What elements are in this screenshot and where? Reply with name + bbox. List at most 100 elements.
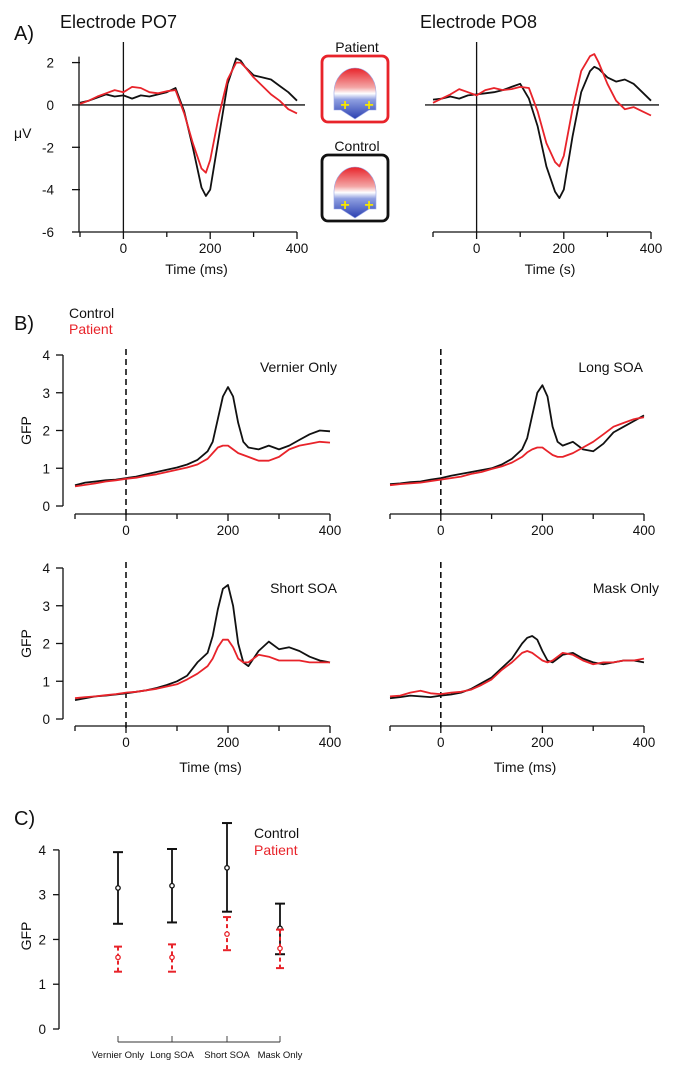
y-tick-label: 3: [42, 599, 50, 614]
series-patient-line: [74, 440, 331, 488]
series-patient-line: [389, 416, 645, 487]
chart-b2: 0 200 400 Long SOA: [389, 349, 656, 538]
y-tick-label: -4: [42, 183, 54, 198]
series-patient-line: [79, 61, 298, 174]
x-tick-label: 0: [473, 241, 481, 256]
series-control-line: [389, 384, 645, 485]
x-tick-label: 0: [437, 523, 445, 538]
x-axis-title: Time (ms): [179, 759, 241, 775]
y-tick-label: 1: [42, 461, 50, 476]
topo-control-electrode-right: +: [364, 197, 373, 214]
x-tick-label: 0: [120, 241, 128, 256]
y-tick-label: 3: [38, 888, 46, 903]
y-tick-label: 4: [42, 348, 50, 363]
category-label: Mask Only: [258, 1050, 303, 1061]
x-axis-title: Time (ms): [165, 261, 227, 277]
x-tick-label: 200: [199, 241, 222, 256]
y-tick-label: 0: [42, 499, 50, 514]
mean-point-control: [224, 864, 230, 871]
mean-point-patient: [224, 931, 230, 937]
x-tick-label: 400: [319, 735, 342, 750]
series-patient-line: [389, 650, 645, 698]
y-tick-label: 2: [42, 637, 50, 652]
chart-title: Long SOA: [578, 359, 643, 375]
series-control-line: [74, 386, 331, 487]
topo-patient-head: [333, 67, 377, 120]
chart-a1-ylabel: μV: [14, 125, 32, 141]
series-control-line: [432, 65, 652, 199]
chart-a2: 0 200 400 Time (s): [425, 42, 662, 277]
chart-b4: 0 200 400 Time (ms) Mask Only: [389, 562, 659, 775]
x-tick-label: 200: [531, 523, 554, 538]
chart-b3: 0 200 400 Time (ms) 0 1 2 3 4 GFP Short SOA: [18, 561, 341, 775]
topo-patient-label: Patient: [335, 39, 379, 55]
x-tick-label: 400: [640, 241, 663, 256]
topo-control: Control + +: [320, 138, 390, 223]
y-tick-label: 3: [42, 386, 50, 401]
y-tick-label: -6: [42, 225, 54, 240]
chart-title: Short SOA: [270, 580, 338, 596]
topo-control-electrode-left: +: [340, 197, 349, 214]
y-axis-title: GFP: [18, 922, 34, 951]
x-tick-label: 400: [286, 241, 309, 256]
x-axis-title: Time (s): [525, 261, 576, 277]
y-tick-label: 2: [38, 932, 46, 947]
mean-point-control: [169, 882, 175, 889]
mean-point-patient: [277, 945, 283, 952]
y-tick-label: 4: [38, 843, 46, 858]
legend-b-control: Control: [69, 305, 114, 321]
chart-b1: 0 200 400 0 1 2 3 4 GFP Vernier Only: [18, 348, 341, 538]
x-axis-title: Time (ms): [494, 759, 556, 775]
x-tick-label: 0: [122, 523, 130, 538]
legend-c-control: Control: [254, 825, 299, 841]
topo-patient-electrode-right: +: [364, 97, 373, 114]
y-axis-title: GFP: [18, 629, 34, 658]
topo-patient: Patient + +: [320, 39, 390, 124]
y-tick-label: 2: [42, 424, 50, 439]
chart-a2-title: Electrode PO8: [420, 12, 537, 32]
y-axis-title: GFP: [18, 416, 34, 445]
x-tick-label: 0: [122, 735, 130, 750]
chart-title: Mask Only: [593, 580, 659, 596]
chart-title: Vernier Only: [260, 359, 337, 375]
mean-point-patient: [169, 954, 175, 961]
x-tick-label: 200: [217, 735, 240, 750]
panel-c-letter: C): [14, 808, 35, 830]
x-tick-label: 200: [217, 523, 240, 538]
x-tick-label: 200: [531, 735, 554, 750]
x-tick-label: 400: [633, 523, 656, 538]
mean-point-patient: [115, 954, 121, 961]
legend-b-patient: Patient: [69, 321, 113, 337]
topo-patient-electrode-left: +: [340, 97, 349, 114]
series-control-line: [389, 635, 645, 700]
y-tick-label: 1: [38, 977, 46, 992]
series-control-line: [74, 584, 331, 701]
panel-a-letter: A): [14, 23, 34, 45]
y-tick-label: 1: [42, 674, 50, 689]
chart-c: 0 1 2 3 4 GFP Vernier Only Long SOA Short SOA Mas…: [18, 822, 303, 1061]
series-control-line: [79, 57, 298, 197]
panel-b-letter: B): [14, 313, 34, 335]
series-patient-line: [432, 53, 652, 168]
x-tick-label: 400: [319, 523, 342, 538]
category-label: Short SOA: [204, 1050, 250, 1061]
category-label: Long SOA: [150, 1050, 194, 1061]
y-tick-label: 0: [46, 98, 54, 113]
topo-control-head: [333, 166, 377, 219]
y-tick-label: 0: [42, 712, 50, 727]
y-tick-label: -2: [42, 140, 54, 155]
series-patient-line: [74, 638, 330, 700]
y-tick-label: 0: [38, 1022, 46, 1037]
legend-c-patient: Patient: [254, 842, 298, 858]
category-label: Vernier Only: [92, 1050, 145, 1061]
topo-control-label: Control: [334, 138, 379, 154]
y-tick-label: 4: [42, 561, 50, 576]
chart-a1: 0 200 400 Time (ms) -6 -4 -2 0 2: [42, 42, 308, 277]
chart-a1-title: Electrode PO7: [60, 12, 177, 32]
y-tick-label: 2: [46, 56, 54, 71]
x-tick-label: 200: [553, 241, 576, 256]
x-tick-label: 0: [437, 735, 445, 750]
x-tick-label: 400: [633, 735, 656, 750]
mean-point-control: [115, 885, 121, 891]
